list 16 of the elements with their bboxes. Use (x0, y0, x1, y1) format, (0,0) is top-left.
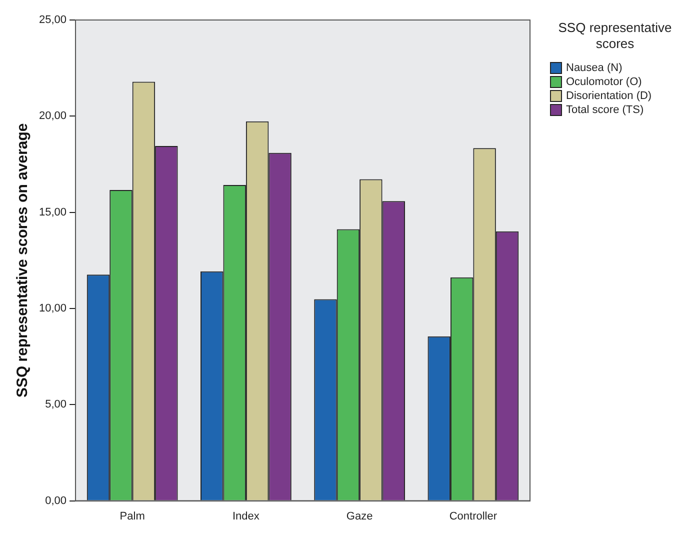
legend-label: Total score (TS) (566, 104, 644, 116)
x-tick-label: Index (232, 510, 260, 522)
y-tick-label: 10,00 (38, 302, 67, 315)
y-tick-label: 15,00 (38, 206, 67, 218)
y-axis-title: SSQ representative scores on average (14, 123, 32, 398)
y-tick-label: 0,00 (45, 494, 67, 507)
legend-title: SSQ representative scores (557, 20, 673, 52)
x-tick-label: Controller (449, 510, 498, 522)
y-tick-label: 20,00 (38, 110, 67, 122)
legend-label: Disorientation (D) (566, 90, 652, 102)
x-tick-label: Gaze (346, 510, 373, 522)
y-tick-label: 25,00 (38, 14, 67, 26)
legend-label: Nausea (N) (566, 62, 622, 74)
x-tick-label: Palm (120, 510, 145, 522)
y-tick-label: 5,00 (45, 398, 67, 411)
legend-label: Oculomotor (O) (566, 76, 642, 88)
